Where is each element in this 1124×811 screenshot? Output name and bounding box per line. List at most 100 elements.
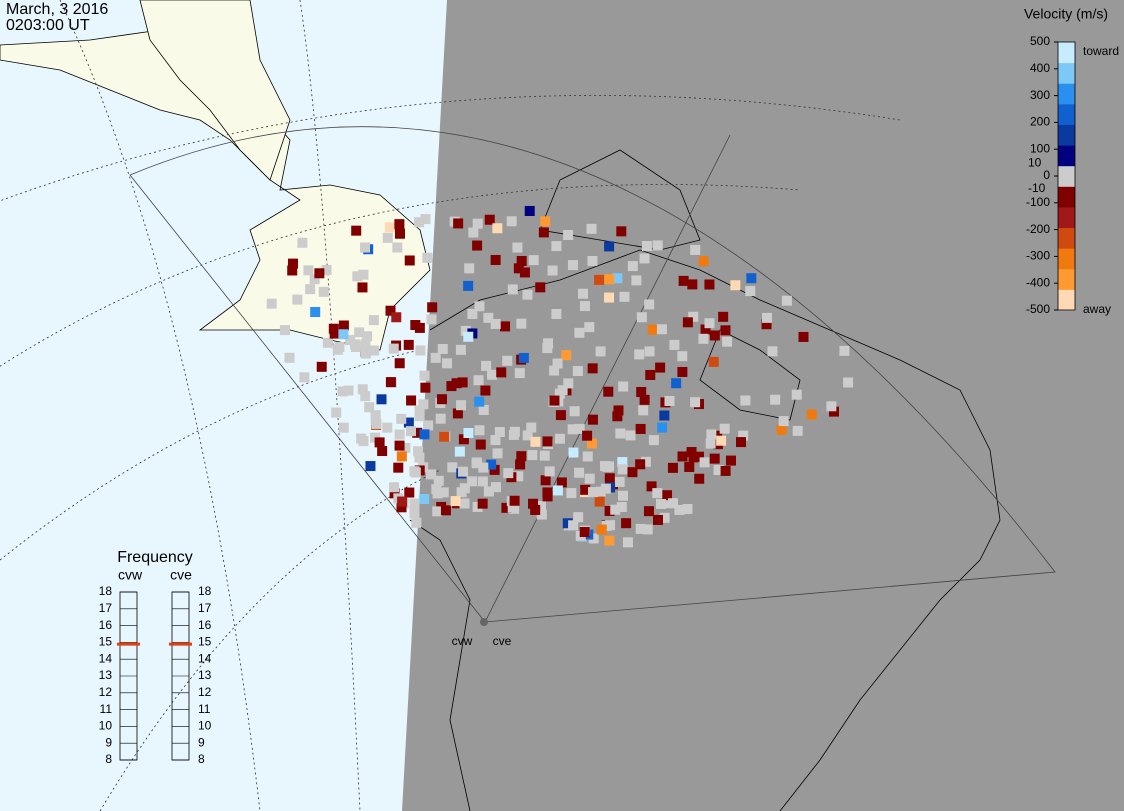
tick-label: 17	[99, 601, 113, 615]
echo-cell	[563, 378, 574, 389]
echo-cell	[458, 466, 469, 477]
echo-cell	[600, 461, 611, 472]
echo-cell	[604, 241, 615, 252]
colorbar-segment	[1058, 145, 1075, 167]
echo-cell	[492, 223, 503, 234]
echo-cell	[279, 325, 290, 336]
echo-cell	[453, 218, 464, 229]
echo-cell	[615, 428, 626, 439]
echo-cell	[839, 345, 850, 356]
echo-cell	[688, 311, 699, 322]
echo-cell	[309, 274, 320, 285]
colorbar-segment	[1058, 227, 1075, 249]
echo-cell	[501, 502, 512, 513]
tick-label: 100	[1030, 141, 1050, 155]
echo-cell	[556, 477, 567, 488]
echo-cell	[500, 321, 511, 332]
echo-cell	[519, 267, 530, 278]
echo-cell	[578, 288, 589, 299]
echo-cell	[463, 280, 474, 291]
echo-cell	[659, 410, 670, 421]
echo-cell	[522, 430, 533, 441]
echo-cell	[392, 242, 403, 253]
echo-cell	[360, 348, 371, 359]
echo-cell	[690, 397, 701, 408]
echo-cell	[584, 473, 595, 484]
echo-cell	[266, 298, 277, 309]
echo-cell	[512, 242, 523, 253]
echo-cell	[423, 420, 434, 431]
echo-cell	[574, 467, 585, 478]
echo-cell	[502, 355, 513, 366]
tick-label: 12	[198, 685, 212, 699]
echo-cell	[414, 322, 425, 333]
echo-cell	[527, 450, 538, 461]
echo-cell	[457, 377, 468, 388]
echo-cell	[688, 452, 699, 463]
echo-cell	[639, 394, 650, 405]
echo-cell	[551, 308, 562, 319]
echo-cell	[438, 487, 449, 498]
colorbar-segment	[1058, 206, 1075, 229]
echo-cell	[617, 457, 628, 468]
tick-label: 10	[99, 719, 113, 733]
echo-cell	[698, 333, 709, 344]
echo-cell	[473, 375, 484, 386]
echo-cell	[652, 488, 663, 499]
tick-label: -100	[1026, 195, 1050, 209]
echo-cell	[595, 486, 606, 497]
echo-cell	[686, 447, 697, 458]
echo-cell	[706, 429, 717, 440]
echo-cell	[621, 518, 632, 529]
echo-cell	[528, 498, 539, 509]
echo-cell	[419, 429, 430, 440]
echo-cell	[297, 237, 308, 248]
echo-cell	[420, 214, 431, 225]
echo-cell	[467, 476, 478, 487]
echo-cell	[656, 498, 667, 509]
echo-cell	[288, 258, 299, 269]
echo-cell	[745, 286, 756, 297]
echo-cell	[542, 343, 553, 354]
colorbar-segment	[1058, 124, 1075, 146]
echo-cell	[328, 323, 339, 334]
echo-cell	[646, 481, 657, 492]
echo-cell	[358, 269, 369, 280]
echo-cell	[414, 217, 425, 228]
echo-cell	[730, 280, 741, 291]
echo-cell	[287, 265, 298, 276]
echo-cell	[567, 260, 578, 271]
echo-cell	[414, 411, 425, 422]
echo-cell	[605, 520, 616, 531]
colorbar-segment	[1058, 42, 1075, 64]
echo-cell	[579, 301, 590, 312]
echo-cell	[458, 434, 469, 445]
echo-cell	[586, 223, 597, 234]
tick-label: 13	[198, 668, 212, 682]
echo-cell	[700, 324, 711, 335]
echo-cell	[506, 216, 517, 227]
echo-cell	[568, 520, 579, 531]
echo-cell	[480, 385, 491, 396]
echo-cell	[547, 265, 558, 276]
tick-label: 8	[105, 752, 112, 766]
echo-cell	[582, 451, 593, 462]
echo-cell	[542, 436, 553, 447]
echo-cell	[303, 265, 314, 276]
echo-cell	[604, 292, 615, 303]
echo-cell	[709, 330, 720, 341]
echo-cell	[690, 244, 701, 255]
echo-cell	[667, 462, 678, 473]
echo-cell	[530, 436, 541, 447]
echo-cell	[639, 253, 650, 264]
echo-cell	[474, 396, 485, 407]
echo-cell	[736, 437, 747, 448]
echo-cell	[693, 451, 704, 462]
echo-cell	[580, 484, 591, 495]
echo-cell	[669, 339, 680, 350]
echo-cell	[569, 406, 580, 417]
echo-cell	[572, 366, 583, 377]
night-shade	[402, 0, 1124, 811]
echo-cell	[671, 378, 682, 389]
